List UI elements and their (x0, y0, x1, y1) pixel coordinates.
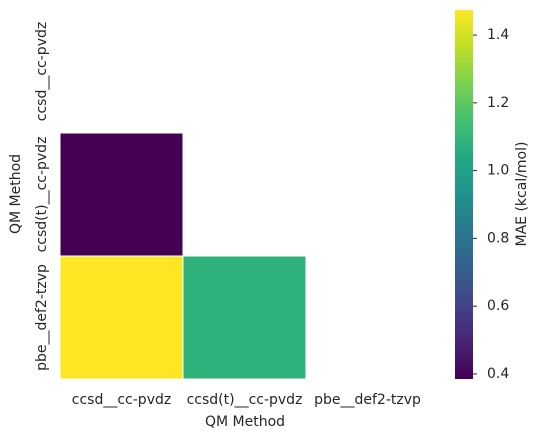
heatmap-cell (59, 255, 184, 380)
colorbar-tick-label: 1.0 (487, 163, 509, 179)
y-tick-label: pbe__def2-tzvp (34, 264, 50, 371)
colorbar-tick-label: 1.4 (487, 27, 509, 43)
x-tick-label: pbe__def2-tzvp (314, 392, 421, 408)
colorbar-tick-label: 1.2 (487, 95, 509, 111)
colorbar-tick-label: 0.6 (487, 298, 509, 314)
x-tick-label: ccsd__cc-pvdz (72, 392, 171, 408)
colorbar (455, 10, 473, 379)
y-tick-label: ccsd(t)__cc-pvdz (34, 137, 50, 253)
y-tick-label: ccsd__cc-pvdz (34, 22, 50, 121)
colorbar-tick-label: 0.4 (487, 366, 509, 382)
x-tick-label: ccsd(t)__cc-pvdz (187, 392, 303, 408)
colorbar-title: MAE (kcal/mol) (514, 142, 530, 247)
heatmap-cell (59, 132, 184, 257)
colorbar-tick-label: 0.8 (487, 230, 509, 246)
x-axis-title: QM Method (205, 414, 285, 430)
y-axis-title: QM Method (8, 154, 24, 234)
heatmap-cell (182, 255, 307, 380)
